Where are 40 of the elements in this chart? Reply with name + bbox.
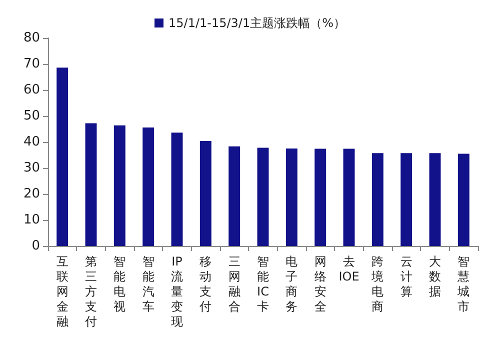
y-tick-label: 50: [23, 108, 40, 124]
y-tick-label: 0: [32, 238, 40, 254]
x-tick-label: 三网融合: [228, 254, 240, 314]
x-tick-label: 云计算: [400, 254, 412, 298]
bar: [286, 148, 298, 246]
bar: [429, 153, 441, 246]
y-tick-label: 80: [23, 30, 40, 46]
bar: [200, 140, 212, 246]
y-tick-label: 40: [23, 134, 40, 150]
bar: [85, 123, 97, 246]
x-tick-label: 智能汽车: [142, 254, 154, 314]
x-tick-label: 智能电视: [114, 254, 126, 314]
bar: [228, 146, 240, 246]
x-tick-label: 网络安全: [314, 254, 326, 314]
x-tick-label: 智慧城市: [456, 254, 470, 314]
x-tick-label: IP流量变现: [171, 254, 183, 328]
x-tick-label: 去IOE: [338, 254, 360, 284]
x-tick-label: 互联网金融: [56, 254, 68, 328]
bar: [372, 153, 384, 246]
y-tick-label: 70: [23, 56, 40, 72]
legend-label: 15/1/1-15/3/1主题涨跌幅（%）: [168, 16, 346, 30]
bar: [314, 148, 326, 246]
bar: [114, 125, 126, 246]
x-tick-label: 跨境电商: [370, 254, 384, 314]
bar: [343, 148, 355, 246]
bar: [56, 68, 68, 246]
x-tick-label: 大数据: [429, 254, 441, 298]
y-tick-label: 60: [23, 82, 40, 98]
x-tick-label: 第三方支付: [84, 254, 97, 328]
x-tick-label: 电子商务: [286, 254, 298, 314]
bar: [458, 154, 470, 246]
x-tick-label: 智能IC卡: [257, 254, 269, 314]
y-tick-label: 10: [23, 212, 40, 228]
bar: [400, 153, 412, 246]
y-tick-label: 20: [23, 186, 40, 202]
bar: [257, 148, 269, 246]
x-tick-label: 移动支付: [198, 254, 212, 314]
bar: [171, 132, 183, 246]
bar: [142, 127, 154, 246]
y-tick-label: 30: [23, 160, 40, 176]
